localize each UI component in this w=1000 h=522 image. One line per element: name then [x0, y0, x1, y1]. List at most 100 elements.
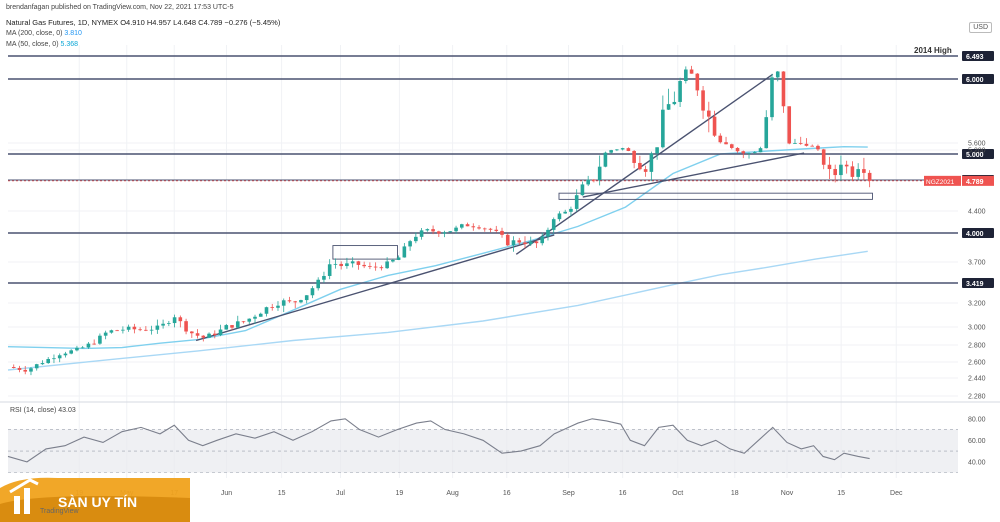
candle-body-112: [655, 147, 659, 154]
currency-badge[interactable]: USD: [969, 22, 992, 33]
candle-body-19: [121, 329, 125, 331]
ma50-label: MA (50, close, 0): [6, 41, 59, 48]
candle-body-67: [396, 257, 401, 260]
ma50-value: 5.368: [60, 41, 79, 48]
candle-body-48: [287, 300, 292, 302]
price-tick-3: 2.800: [968, 343, 986, 350]
candle-body-13: [86, 343, 91, 348]
candle-body-69: [408, 241, 412, 247]
candle-body-61: [362, 264, 366, 267]
candle-body-70: [414, 236, 418, 242]
candle-body-39: [235, 321, 240, 328]
price-tick-7: 3.700: [968, 260, 986, 267]
level-tag-bg-2: [962, 149, 994, 159]
candle-body-148: [862, 169, 866, 173]
candle-body-146: [850, 166, 855, 177]
candle-body-103: [603, 152, 608, 167]
candle-body-38: [230, 325, 234, 328]
candle-body-11: [75, 347, 79, 351]
time-axis: 19May17Jun15Jul19Aug16Sep16Oct18Nov15Dec: [75, 490, 903, 497]
ma200-path: [7, 250, 868, 371]
candle-body-25: [155, 325, 160, 330]
candle-body-6: [46, 359, 51, 364]
candle-body-134: [781, 71, 786, 107]
candle-body-132: [770, 77, 774, 118]
ma200-value: 3.810: [64, 30, 82, 37]
time-tick-3: Jun: [221, 490, 232, 497]
candle-body-143: [833, 169, 837, 176]
candle-body-47: [281, 300, 286, 306]
level-note-0: 2014 High: [914, 46, 952, 55]
candle-body-5: [40, 363, 45, 365]
candle-body-50: [299, 300, 303, 303]
price-tick-4: 3.000: [968, 325, 986, 332]
candle-body-116: [678, 81, 682, 102]
time-tick-6: 19: [396, 490, 404, 497]
candlesticks: [11, 65, 872, 376]
candle-body-81: [477, 227, 481, 229]
candle-body-135: [787, 106, 792, 144]
candle-body-102: [597, 166, 602, 180]
candle-body-33: [201, 335, 206, 338]
candle-body-115: [672, 101, 677, 105]
candle-body-82: [482, 228, 487, 230]
candle-body-117: [684, 69, 688, 82]
level-tag-4: 4.000: [966, 231, 984, 238]
candle-body-144: [839, 164, 843, 176]
candle-body-113: [661, 109, 665, 148]
candle-body-105: [615, 149, 619, 151]
candle-body-64: [379, 267, 384, 269]
candle-body-46: [276, 305, 280, 308]
candle-body-95: [557, 213, 562, 220]
candle-body-9: [63, 353, 68, 356]
candle-body-16: [103, 332, 108, 336]
candle-body-121: [707, 110, 711, 117]
candle-body-106: [620, 148, 625, 150]
candle-body-124: [724, 142, 728, 145]
candle-body-35: [212, 333, 217, 336]
candle-body-12: [80, 347, 85, 349]
publisher-line: brendanfagan published on TradingView.co…: [6, 4, 234, 11]
candle-body-99: [580, 184, 585, 196]
candle-body-42: [253, 316, 257, 319]
ma200-label: MA (200, close, 0): [6, 30, 63, 37]
candle-body-71: [419, 230, 424, 237]
price-tick-12: 5.200: [968, 148, 986, 155]
candle-body-128: [747, 153, 751, 154]
candle-body-87: [511, 240, 516, 246]
candle-body-84: [494, 229, 499, 231]
time-tick-9: Sep: [562, 490, 575, 497]
candle-body-32: [195, 333, 200, 336]
candle-body-137: [798, 143, 803, 144]
level-tag-2: 5.000: [966, 152, 984, 159]
candle-body-104: [609, 150, 613, 153]
candle-body-125: [729, 144, 734, 148]
candle-body-31: [190, 331, 194, 334]
ma200-legend: MA (200, close, 0) 3.810: [6, 30, 82, 37]
level-tag-1: 6.000: [966, 77, 984, 84]
candle-body-123: [718, 135, 723, 143]
trendline-0: [195, 234, 555, 342]
candle-body-98: [574, 195, 579, 209]
candle-body-111: [649, 153, 654, 172]
candle-body-73: [431, 229, 435, 232]
candle-body-79: [465, 224, 470, 227]
candle-body-45: [270, 307, 275, 308]
level-tag-bg-1: [962, 74, 994, 84]
rsi-panel: RSI (14, close) 43.03 40.00 60.00 80.00: [7, 407, 986, 473]
candle-body-133: [775, 71, 780, 78]
candle-body-1: [17, 367, 22, 370]
level-tag-5: 3.419: [966, 281, 984, 288]
zone-0: [332, 245, 398, 260]
candle-body-10: [69, 350, 73, 354]
candle-body-89: [523, 242, 527, 245]
candle-body-92: [540, 236, 545, 244]
candle-body-44: [264, 307, 269, 314]
candle-body-2: [23, 369, 28, 372]
candle-body-138: [804, 143, 809, 146]
candle-body-139: [810, 145, 815, 147]
trendline-2: [582, 152, 805, 198]
candle-body-18: [115, 330, 119, 332]
candle-body-58: [345, 263, 349, 267]
